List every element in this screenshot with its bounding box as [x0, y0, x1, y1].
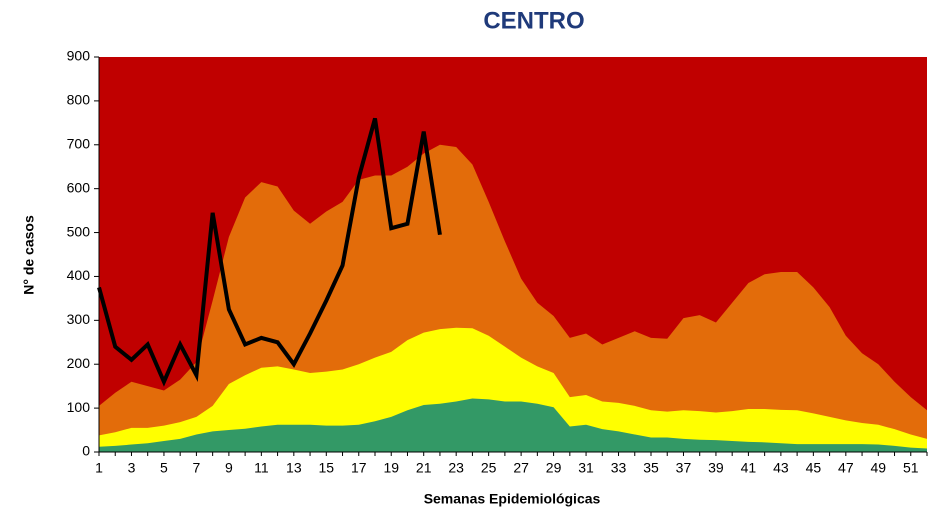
x-tick-label: 47	[838, 460, 854, 476]
x-tick-label: 13	[286, 460, 302, 476]
y-tick-label: 900	[67, 48, 91, 64]
y-axis-title: N° de casos	[21, 215, 37, 295]
x-tick-label: 5	[160, 460, 168, 476]
x-tick-label: 33	[611, 460, 627, 476]
x-tick-label: 49	[871, 460, 887, 476]
line	[97, 117, 442, 387]
y-tick-label: 0	[82, 443, 90, 459]
x-tick-label: 17	[351, 460, 367, 476]
x-tick-label: 29	[546, 460, 562, 476]
y-tick-label: 100	[67, 399, 91, 415]
area	[99, 327, 927, 452]
x-tick-label: 7	[193, 460, 201, 476]
y-tick-label: 400	[67, 267, 91, 283]
x-tick-label: 23	[448, 460, 464, 476]
x-tick-label: 39	[708, 460, 724, 476]
x-tick-label: 51	[903, 460, 919, 476]
y-tick-label: 700	[67, 135, 91, 151]
x-tick-label: 15	[319, 460, 335, 476]
x-tick-label: 31	[578, 460, 594, 476]
x-tick-label: 37	[676, 460, 692, 476]
x-tick-label: 27	[513, 460, 529, 476]
x-tick-label: 45	[806, 460, 822, 476]
x-tick-label: 9	[225, 460, 233, 476]
x-tick-label: 25	[481, 460, 497, 476]
x-tick-label: 3	[128, 460, 136, 476]
x-tick-label: 19	[383, 460, 399, 476]
x-tick-label: 1	[95, 460, 103, 476]
x-tick-label: 41	[741, 460, 757, 476]
y-tick-label: 200	[67, 355, 91, 371]
x-axis-title: Semanas Epidemiológicas	[424, 491, 601, 507]
x-tick-label: 11	[254, 460, 269, 476]
x-tick-label: 21	[416, 460, 432, 476]
y-tick-label: 300	[67, 311, 91, 327]
y-tick-label: 600	[67, 179, 91, 195]
x-tick-label: 35	[643, 460, 659, 476]
y-tick-label: 500	[67, 223, 91, 239]
area	[99, 398, 927, 452]
x-tick-label: 43	[773, 460, 789, 476]
chart-title: CENTRO	[483, 7, 584, 34]
y-tick-label: 800	[67, 92, 91, 108]
